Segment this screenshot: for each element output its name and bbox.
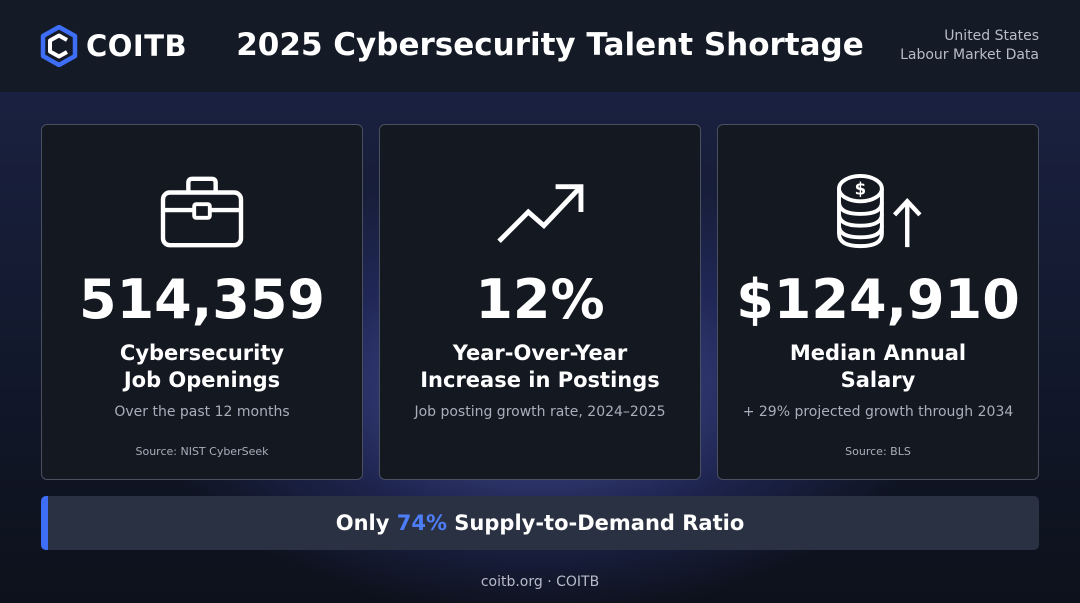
median-salary-card: $ $124,910 Median Annual Salary + 29% pr… [717, 124, 1039, 480]
median-salary-subtext: + 29% projected growth through 2034 [742, 404, 1014, 420]
median-salary-label: Median Annual Salary [718, 340, 1038, 394]
label-line-2: Job Openings [123, 368, 281, 392]
postings-growth-value: 12% [475, 268, 605, 331]
header: COITB 2025 Cybersecurity Talent Shortage… [0, 0, 1080, 92]
median-salary-source: Source: BLS [845, 445, 911, 458]
postings-growth-subtext: Job posting growth rate, 2024–2025 [414, 404, 666, 420]
label-line-1: Median Annual [789, 341, 967, 365]
logo: COITB [40, 24, 187, 68]
card-icon-wrap: $ [718, 173, 1038, 251]
svg-text:$: $ [855, 179, 867, 198]
logo-text: COITB [86, 29, 188, 63]
coitb-logo-icon [40, 25, 78, 67]
region-line-1: United States [944, 28, 1039, 44]
region-label: United States Labour Market Data [900, 27, 1039, 65]
briefcase-icon [160, 176, 244, 248]
trending-up-icon [497, 184, 584, 243]
supply-demand-banner: Only 74% Supply-to-Demand Ratio [41, 496, 1039, 550]
job-openings-subtext: Over the past 12 months [114, 404, 290, 420]
job-openings-label: Cybersecurity Job Openings [42, 340, 362, 394]
banner-highlight: 74% [396, 511, 447, 535]
job-openings-source: Source: NIST CyberSeek [135, 445, 269, 458]
banner-text: Only 74% Supply-to-Demand Ratio [41, 496, 1039, 550]
label-line-1: Year-Over-Year [452, 341, 628, 365]
card-icon-wrap [380, 173, 700, 251]
label-line-2: Salary [840, 368, 916, 392]
banner-accent-bar [41, 496, 48, 550]
card-icon-wrap [42, 173, 362, 251]
coins-up-icon: $ [837, 173, 922, 249]
postings-growth-label: Year-Over-Year Increase in Postings [380, 340, 700, 394]
postings-growth-card: 12% Year-Over-Year Increase in Postings … [379, 124, 701, 480]
label-line-1: Cybersecurity [119, 341, 285, 365]
region-line-2: Labour Market Data [900, 47, 1039, 63]
median-salary-value: $124,910 [736, 268, 1020, 331]
banner-suffix: Supply-to-Demand Ratio [447, 511, 745, 535]
banner-prefix: Only [335, 511, 397, 535]
page-title: 2025 Cybersecurity Talent Shortage [236, 27, 864, 63]
job-openings-value: 514,359 [79, 268, 325, 331]
label-line-2: Increase in Postings [420, 368, 660, 392]
job-openings-card: 514,359 Cybersecurity Job Openings Over … [41, 124, 363, 480]
footer-credit: coitb.org · COITB [480, 574, 600, 590]
